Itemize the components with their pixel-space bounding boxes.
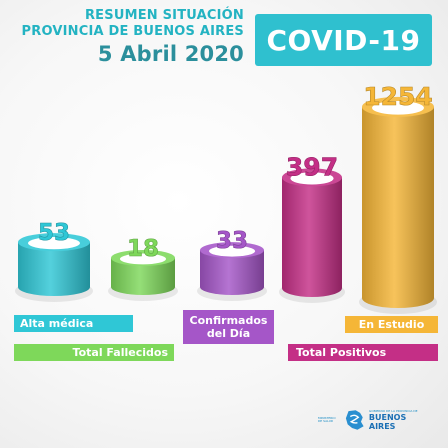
bar-4: 1254 — [359, 82, 437, 314]
bar-value-label: 53 — [38, 220, 70, 246]
report-date: 5 Abril 2020 — [97, 42, 244, 66]
bar-top-face — [28, 237, 80, 250]
bar-value-label: 1254 — [363, 82, 433, 111]
bar-0: 53 — [15, 220, 93, 302]
label-total-positivos: Total Positivos — [288, 344, 438, 361]
bar-value-label: 397 — [286, 152, 338, 181]
bar-body — [18, 242, 90, 296]
bar-value-label: 33 — [216, 228, 248, 254]
bar-top-face — [208, 245, 256, 257]
bar-1: 18 — [108, 236, 178, 301]
buenos-aires-logo: GOBIERNO DE LA PROVINCIA DE BUENOS AIRES — [345, 408, 428, 432]
title-line-2: PROVINCIA DE BUENOS AIRES — [21, 24, 244, 39]
province-map-icon — [346, 410, 365, 430]
bar-2: 33 — [197, 228, 267, 301]
government-caption: GOBIERNO DE LA PROVINCIA DE — [368, 409, 418, 413]
label-confirmados-del-dia: Confirmados del Día — [183, 310, 274, 344]
bar-body — [362, 106, 434, 309]
bar-body — [200, 250, 264, 295]
covid-badge-text: COVID-19 — [266, 23, 421, 57]
label-total-fallecidos: Total Fallecidos — [14, 344, 174, 361]
bar-top-face — [119, 253, 167, 265]
label-en-estudio: En Estudio — [345, 316, 438, 333]
title-line-1: RESUMEN SITUACIÓN — [84, 8, 244, 23]
footer-logos: MINISTERIO DE SALUD GOBIERNO DE LA PROVI… — [318, 402, 428, 438]
label-alta-medica: Alta médica — [14, 315, 133, 332]
bar-3: 397 — [279, 152, 345, 303]
bar-value-label: 18 — [127, 236, 159, 262]
buenos-aires-brand: BUENOS AIRES — [368, 413, 407, 431]
bar-top-face — [290, 172, 334, 185]
bar-top-face — [372, 101, 424, 115]
bar-body — [111, 257, 175, 295]
header: RESUMEN SITUACIÓN PROVINCIA DE BUENOS AI… — [0, 0, 448, 80]
ministry-logo: MINISTERIO DE SALUD — [318, 416, 336, 423]
bar-body — [282, 177, 342, 297]
covid-badge: COVID-19 — [255, 14, 432, 66]
